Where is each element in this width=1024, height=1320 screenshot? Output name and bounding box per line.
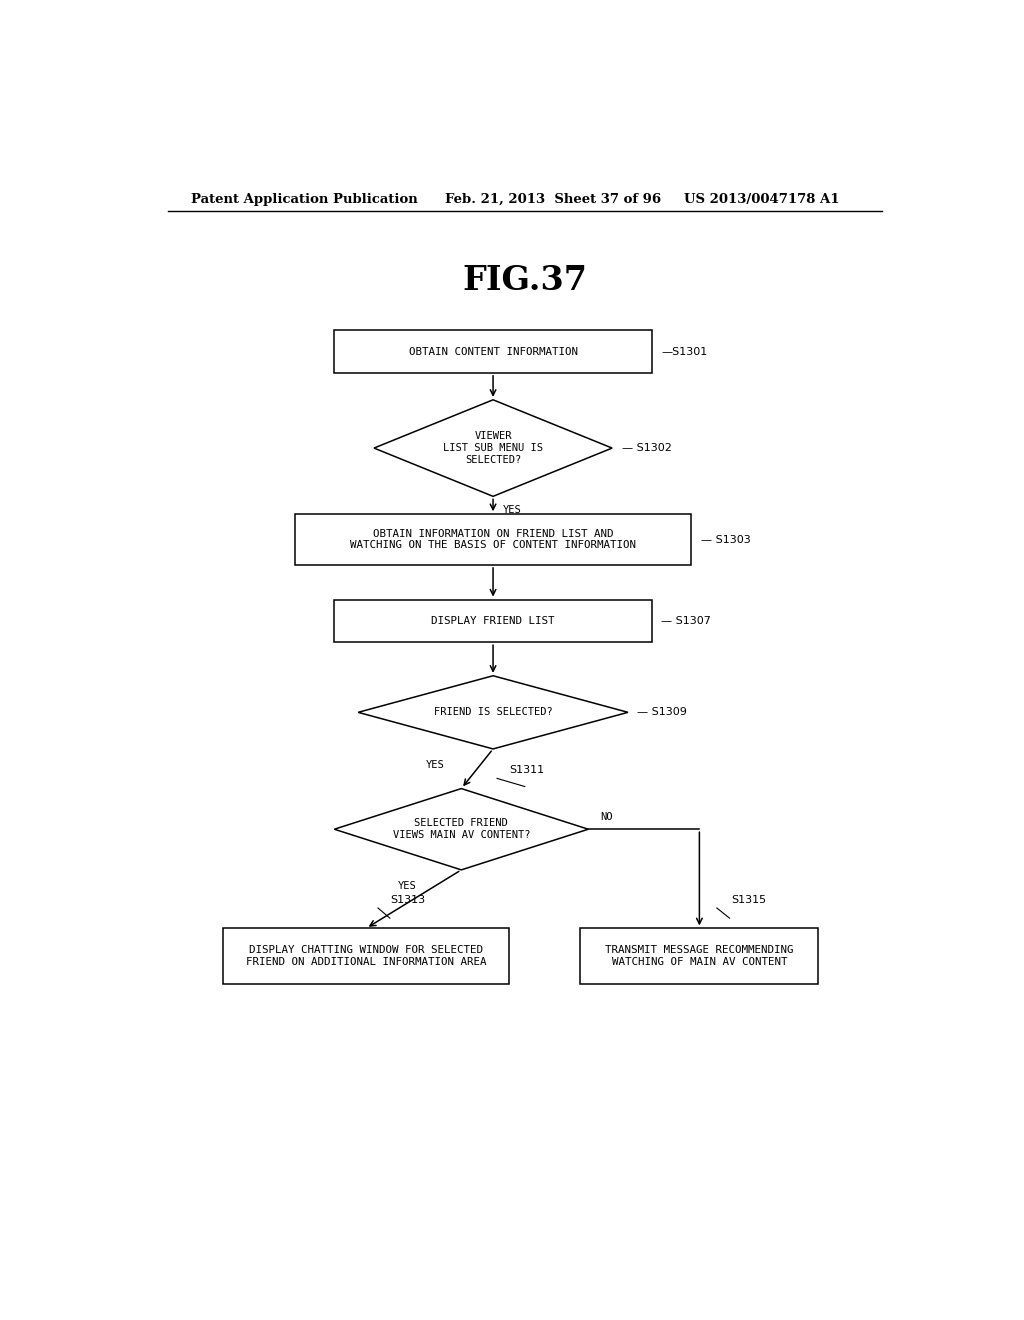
Text: VIEWER
LIST SUB MENU IS
SELECTED?: VIEWER LIST SUB MENU IS SELECTED? [443,432,543,465]
Text: NO: NO [600,812,612,822]
Text: SELECTED FRIEND
VIEWS MAIN AV CONTENT?: SELECTED FRIEND VIEWS MAIN AV CONTENT? [392,818,530,840]
Polygon shape [334,788,588,870]
Text: YES: YES [397,882,417,891]
Text: — S1309: — S1309 [638,708,687,717]
Polygon shape [358,676,628,748]
Text: DISPLAY CHATTING WINDOW FOR SELECTED
FRIEND ON ADDITIONAL INFORMATION AREA: DISPLAY CHATTING WINDOW FOR SELECTED FRI… [246,945,486,968]
Text: YES: YES [503,504,521,515]
FancyBboxPatch shape [334,599,652,643]
Polygon shape [374,400,612,496]
Text: FRIEND IS SELECTED?: FRIEND IS SELECTED? [434,708,552,717]
Text: — S1303: — S1303 [701,535,751,545]
Text: S1313: S1313 [390,895,425,906]
FancyBboxPatch shape [223,928,509,985]
Text: —S1301: —S1301 [662,347,708,356]
Text: OBTAIN INFORMATION ON FRIEND LIST AND
WATCHING ON THE BASIS OF CONTENT INFORMATI: OBTAIN INFORMATION ON FRIEND LIST AND WA… [350,529,636,550]
Text: Feb. 21, 2013  Sheet 37 of 96: Feb. 21, 2013 Sheet 37 of 96 [445,193,662,206]
Text: DISPLAY FRIEND LIST: DISPLAY FRIEND LIST [431,616,555,626]
Text: S1315: S1315 [731,895,766,906]
Text: US 2013/0047178 A1: US 2013/0047178 A1 [684,193,839,206]
Text: — S1302: — S1302 [622,444,672,453]
Text: S1311: S1311 [509,766,544,775]
Text: TRANSMIT MESSAGE RECOMMENDING
WATCHING OF MAIN AV CONTENT: TRANSMIT MESSAGE RECOMMENDING WATCHING O… [605,945,794,968]
FancyBboxPatch shape [295,515,691,565]
Text: Patent Application Publication: Patent Application Publication [191,193,418,206]
Text: FIG.37: FIG.37 [462,264,588,297]
FancyBboxPatch shape [334,330,652,372]
Text: OBTAIN CONTENT INFORMATION: OBTAIN CONTENT INFORMATION [409,347,578,356]
Text: YES: YES [426,760,444,770]
Text: — S1307: — S1307 [662,616,712,626]
FancyBboxPatch shape [581,928,818,985]
